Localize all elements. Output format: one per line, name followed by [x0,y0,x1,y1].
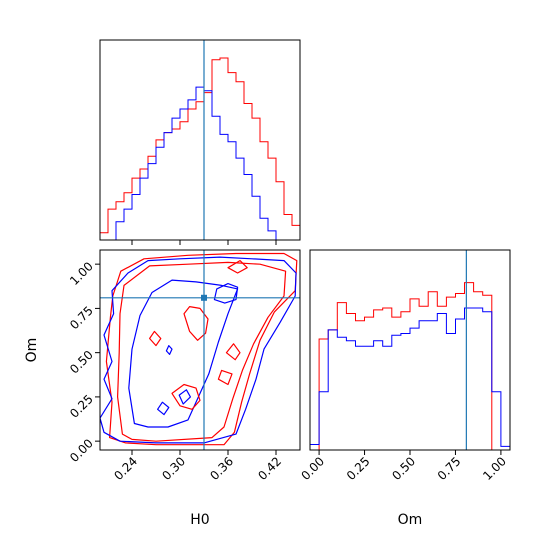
contour-y-tick-label: 0.25 [67,392,96,421]
y-axis-label-om: Om [24,338,40,363]
contour-y-tick-label: 1.00 [67,259,96,288]
contour-blue-level-6 [178,389,191,405]
contour-red-level-8 [225,343,241,361]
plot-data-layer [99,40,511,451]
contour-red-level-10 [227,260,248,274]
panel-frame-contour [99,249,301,451]
contour-y-tick-label: 0.75 [67,303,96,332]
x-axis-label-om: Om [398,512,423,528]
plot-frames-layer [99,39,511,451]
truth-marker [201,294,207,301]
hist-om-x-tick-label: 1.00 [480,454,509,483]
hist-om-x-tick-label: 0.50 [389,454,418,483]
hist-Om-red-histogram [310,282,510,451]
hist-om-x-tick-label: 0.25 [344,454,373,483]
contour-red-level-5 [171,383,201,410]
contour-red-level-4 [183,306,209,341]
contour-x-tick-label: 0.36 [207,454,236,483]
contour-red-level-1 [117,261,287,442]
contour-red-level-12 [149,330,162,347]
contour-blue-level-2 [100,256,297,444]
contour-blue-level-13 [165,345,173,355]
contour-y-tick-label: 0.50 [67,348,96,377]
hist-H0-red-histogram [99,57,301,240]
contour-red-level-9 [217,369,233,386]
contour-red-level-0 [105,252,298,446]
panel-frame-hist-h0 [99,39,301,241]
ticks-layer: 0.24 0.30 0.36 0.42 0.00 0.25 0.50 0.75 1.00 0.00… [67,240,509,483]
hist-H0-blue-histogram [100,86,300,241]
contour-x-tick-label: 0.30 [159,454,188,483]
panel-frame-hist-om [309,249,511,451]
hist-Om-blue-histogram [309,307,511,450]
contour-x-tick-label: 0.24 [111,454,140,483]
hist-om-x-tick-label: 0.00 [298,454,327,483]
contour-blue-level-11 [157,401,170,416]
x-axis-label-h0: H0 [190,512,209,528]
contour-x-tick-label: 0.42 [255,454,284,483]
contour-blue-level-7 [213,283,239,304]
contour-group [100,252,298,446]
contour-y-tick-label: 0.00 [67,436,96,465]
hist-om-x-tick-label: 0.75 [435,454,464,483]
